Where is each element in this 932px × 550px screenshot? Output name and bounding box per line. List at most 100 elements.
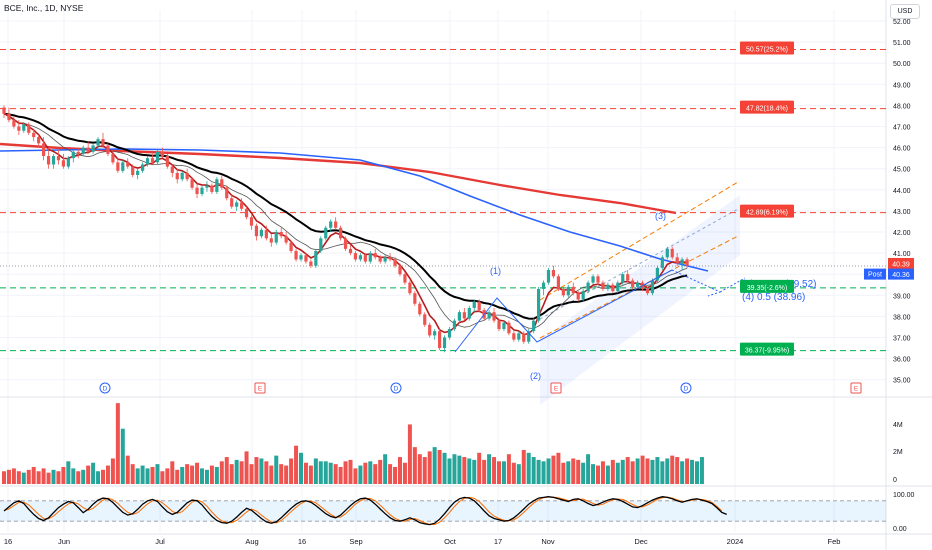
- candle-body: [230, 198, 234, 207]
- candle-body: [136, 170, 140, 176]
- volume-bar: [551, 455, 556, 484]
- elliott-label-3: (3): [655, 211, 666, 221]
- candle-body: [264, 229, 268, 239]
- candle-body: [680, 259, 684, 264]
- volume-bar: [695, 461, 699, 484]
- volume-bar: [655, 457, 660, 484]
- volume-bar: [378, 459, 383, 484]
- dividend-marker-label: D: [103, 386, 108, 393]
- candle-body: [398, 265, 402, 275]
- candle-body: [413, 293, 417, 304]
- candle-body: [388, 257, 392, 260]
- time-tick: 16: [298, 537, 306, 546]
- candle-body: [418, 303, 422, 315]
- candle-body: [225, 187, 229, 199]
- volume-bar: [620, 459, 625, 484]
- dividend-marker-label: D: [684, 386, 689, 393]
- candle-body: [601, 282, 605, 289]
- candle-body: [76, 151, 80, 154]
- volume-bar: [586, 454, 591, 484]
- candle-body: [517, 333, 521, 340]
- candle-body: [190, 179, 194, 188]
- price-label-bg: [888, 257, 914, 269]
- volume-bar: [363, 462, 368, 484]
- earnings-marker-label: E: [554, 386, 559, 393]
- elliott-path: [454, 269, 673, 353]
- candle-body: [343, 238, 348, 249]
- candle-body: [611, 284, 615, 292]
- currency-button[interactable]: USD: [890, 4, 920, 19]
- time-tick: 16: [4, 537, 12, 546]
- candle-body: [685, 259, 689, 266]
- candle-body: [645, 288, 650, 294]
- grid-lines: [0, 10, 886, 532]
- stoch-tick: 0.00: [893, 526, 907, 533]
- candle-body: [378, 257, 382, 262]
- level-label-bg: [740, 100, 794, 114]
- earnings-marker: [550, 382, 562, 394]
- volume-bar: [2, 471, 6, 484]
- time-tick: Jul: [155, 537, 165, 546]
- candle-body: [353, 253, 358, 260]
- volume-bar: [610, 459, 615, 484]
- candle-body: [472, 301, 476, 308]
- dividend-marker-label: D: [394, 386, 399, 393]
- elliott-label-1: (1): [490, 266, 501, 276]
- volume-bar: [323, 461, 328, 484]
- volume-bar: [36, 471, 41, 484]
- price-tick: 41.00: [893, 251, 911, 258]
- candle-body: [358, 255, 362, 260]
- time-tick: Sep: [349, 537, 362, 546]
- earnings-marker: [850, 382, 862, 394]
- candle-body: [279, 232, 283, 237]
- candle-body: [274, 232, 278, 243]
- candle-body: [537, 288, 541, 321]
- candle-body: [61, 160, 65, 167]
- volume-bar: [442, 452, 447, 484]
- candle-body: [670, 248, 674, 258]
- candle-body: [180, 172, 184, 180]
- volume-bar: [467, 458, 472, 484]
- price-tick: 51.00: [893, 40, 911, 47]
- candle-body: [106, 145, 110, 154]
- volume-bar: [373, 464, 378, 484]
- candle-body: [294, 250, 298, 260]
- volume-bar: [556, 452, 561, 484]
- volume-bar: [685, 458, 690, 484]
- candle-body: [51, 156, 56, 165]
- candle-body: [477, 301, 481, 311]
- candle-body: [428, 324, 432, 336]
- candle-body: [155, 151, 160, 163]
- volume-bar: [417, 454, 422, 484]
- volume-bar: [368, 461, 373, 484]
- time-tick: Feb: [828, 537, 841, 546]
- volume-tick: 4M: [893, 422, 903, 429]
- candle-body: [304, 255, 308, 262]
- volume-bar: [46, 472, 51, 484]
- candle-body: [556, 276, 560, 289]
- candle-body: [383, 257, 387, 262]
- volume-bar: [269, 465, 274, 484]
- volume-bar: [398, 457, 402, 484]
- candle-body: [626, 274, 630, 281]
- candle-body: [2, 107, 6, 114]
- level-label-text: 39.35(-2.6%): [747, 285, 787, 292]
- volume-bar: [180, 466, 185, 484]
- candle-body: [655, 267, 659, 281]
- volume-bar: [219, 461, 224, 484]
- candle-body: [32, 132, 36, 138]
- volume-bar: [86, 465, 91, 484]
- volume-bar: [284, 465, 289, 484]
- price-tick: 52.00: [893, 19, 911, 26]
- volume-bar: [457, 455, 462, 484]
- earnings-marker-label: E: [854, 386, 859, 393]
- candle-body: [131, 166, 135, 176]
- volume-bar: [472, 459, 477, 484]
- volume-bar: [333, 464, 338, 484]
- volume-bar: [536, 459, 541, 484]
- candle-body: [363, 255, 367, 262]
- volume-bar: [670, 455, 675, 484]
- volume-bar: [209, 465, 214, 484]
- volume-bar: [546, 458, 551, 484]
- parallel-channel: [0, 181, 886, 405]
